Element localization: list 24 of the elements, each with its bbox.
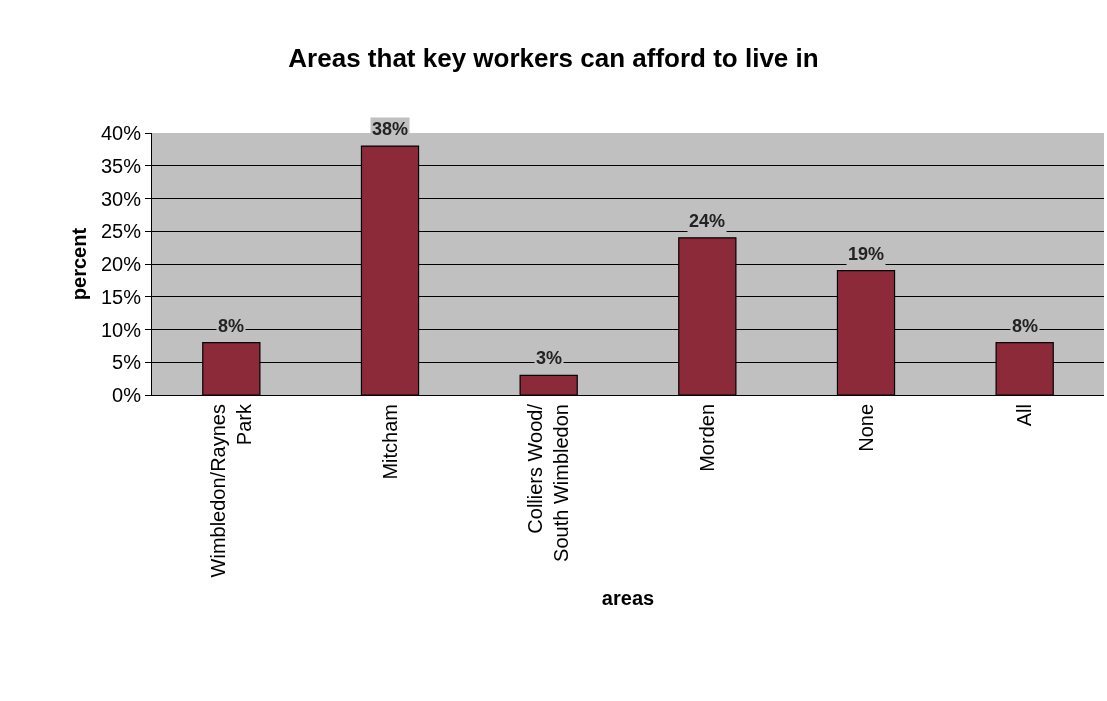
y-axis-title: percent [68,227,91,301]
chart-title: Areas that key workers can afford to live in [288,43,819,74]
x-tick-label: None [854,404,877,452]
x-tick-label: Wimbledon/Raynes Park [206,403,255,578]
y-tick-label: 40% [100,122,142,144]
y-tick-label: 15% [100,285,142,308]
data-label: 24% [689,211,726,231]
data-label: 38% [372,119,409,139]
y-tick-label: 30% [100,187,142,210]
x-tick-label: Morden [695,404,718,472]
y-tick-label: 0% [112,384,142,406]
data-label: 19% [848,244,885,264]
x-tick-label: Mitcham [378,404,401,480]
y-tick-label: 10% [100,318,142,341]
y-tick-label: 5% [112,351,142,374]
data-label: 8% [218,316,245,336]
x-tick-label: All [1013,404,1036,427]
x-axis-title: areas [601,586,655,609]
y-tick-label: 35% [100,154,142,177]
x-tick-label: Colliers Wood/South Wimbledon [524,403,573,562]
y-tick-label: 25% [100,220,142,243]
data-label: 8% [1012,316,1039,336]
y-tick-label: 20% [100,253,142,275]
data-label: 3% [536,348,563,368]
